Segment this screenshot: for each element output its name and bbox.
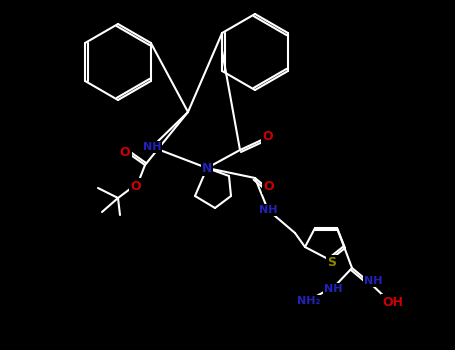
Text: NH₂: NH₂	[297, 296, 321, 306]
Text: O: O	[263, 131, 273, 144]
Text: O: O	[120, 147, 130, 160]
Text: NH: NH	[143, 142, 161, 152]
Text: NH: NH	[324, 284, 342, 294]
Text: NH: NH	[364, 276, 382, 286]
Text: OH: OH	[383, 295, 404, 308]
Text: NH: NH	[259, 205, 277, 215]
Text: S: S	[328, 257, 337, 270]
Text: O: O	[131, 180, 142, 193]
Text: O: O	[264, 180, 274, 193]
Text: N: N	[202, 161, 212, 175]
